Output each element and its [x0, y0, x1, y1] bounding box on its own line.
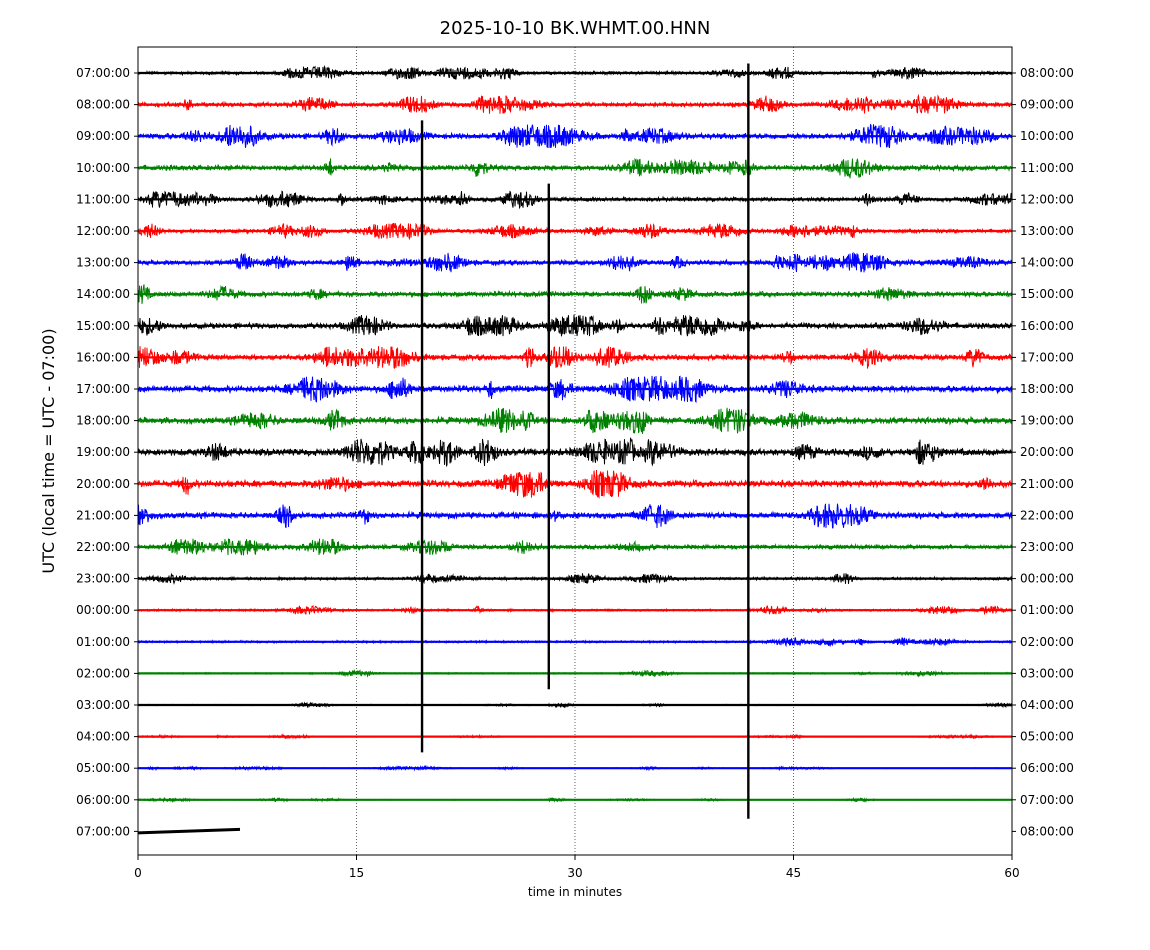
right-time-label: 02:00:00 — [1020, 635, 1074, 649]
right-time-label: 12:00:00 — [1020, 192, 1074, 206]
trace-row — [138, 827, 241, 835]
y-axis-label: UTC (local time = UTC - 07:00) — [39, 328, 58, 573]
right-time-label: 22:00:00 — [1020, 508, 1074, 522]
left-time-label: 16:00:00 — [76, 350, 130, 364]
x-axis-ticks: 0 15 30 45 60 — [134, 855, 1020, 880]
left-time-label: 12:00:00 — [76, 224, 130, 238]
left-time-label: 11:00:00 — [76, 192, 130, 206]
left-time-label: 03:00:00 — [76, 698, 130, 712]
right-time-label: 14:00:00 — [1020, 256, 1074, 270]
left-time-label: 15:00:00 — [76, 319, 130, 333]
left-time-labels: 07:00:00 08:00:00 09:00:00 10:00:00 11:00:00… — [76, 66, 138, 838]
right-time-labels: 08:00:00 09:00:00 10:00:00 11:00:00 12:00:00… — [1012, 66, 1074, 838]
chart-title: 2025-10-10 BK.WHMT.00.HNN — [440, 18, 711, 39]
left-time-label: 14:00:00 — [76, 287, 130, 301]
left-time-label: 10:00:00 — [76, 161, 130, 175]
trace-row — [138, 503, 1012, 529]
right-time-label: 06:00:00 — [1020, 761, 1074, 775]
right-time-label: 08:00:00 — [1020, 66, 1074, 80]
left-time-label: 18:00:00 — [76, 414, 130, 428]
left-time-label: 01:00:00 — [76, 635, 130, 649]
right-time-label: 07:00:00 — [1020, 793, 1074, 807]
x-tick-label: 15 — [349, 866, 364, 880]
event-spikes — [420, 63, 750, 819]
right-time-label: 20:00:00 — [1020, 445, 1074, 459]
x-tick-label: 45 — [786, 866, 801, 880]
left-time-label: 23:00:00 — [76, 572, 130, 586]
right-time-label: 01:00:00 — [1020, 603, 1074, 617]
left-time-label: 07:00:00 — [76, 66, 130, 80]
seismic-traces — [138, 64, 1012, 835]
left-time-label: 06:00:00 — [76, 793, 130, 807]
right-time-label: 09:00:00 — [1020, 98, 1074, 112]
left-time-label: 17:00:00 — [76, 382, 130, 396]
right-time-label: 05:00:00 — [1020, 730, 1074, 744]
trace-row — [138, 538, 1012, 556]
right-time-label: 15:00:00 — [1020, 287, 1074, 301]
left-time-label: 09:00:00 — [76, 129, 130, 143]
x-tick-label: 0 — [134, 866, 142, 880]
right-time-label: 08:00:00 — [1020, 824, 1074, 838]
right-time-label: 21:00:00 — [1020, 477, 1074, 491]
left-time-label: 02:00:00 — [76, 666, 130, 680]
left-time-label: 22:00:00 — [76, 540, 130, 554]
left-time-label: 00:00:00 — [76, 603, 130, 617]
left-time-label: 19:00:00 — [76, 445, 130, 459]
right-time-label: 04:00:00 — [1020, 698, 1074, 712]
right-time-label: 13:00:00 — [1020, 224, 1074, 238]
right-time-label: 00:00:00 — [1020, 572, 1074, 586]
trace-row — [138, 123, 1012, 149]
right-time-label: 17:00:00 — [1020, 350, 1074, 364]
right-time-label: 10:00:00 — [1020, 129, 1074, 143]
right-time-label: 11:00:00 — [1020, 161, 1074, 175]
x-axis-label: time in minutes — [528, 885, 622, 899]
left-time-label: 08:00:00 — [76, 98, 130, 112]
right-time-label: 18:00:00 — [1020, 382, 1074, 396]
left-time-label: 21:00:00 — [76, 508, 130, 522]
left-time-label: 07:00:00 — [76, 824, 130, 838]
right-time-label: 19:00:00 — [1020, 414, 1074, 428]
left-time-label: 13:00:00 — [76, 256, 130, 270]
left-time-label: 04:00:00 — [76, 730, 130, 744]
left-time-label: 20:00:00 — [76, 477, 130, 491]
right-time-label: 23:00:00 — [1020, 540, 1074, 554]
left-time-label: 05:00:00 — [76, 761, 130, 775]
x-tick-label: 60 — [1004, 866, 1019, 880]
right-time-label: 16:00:00 — [1020, 319, 1074, 333]
x-tick-label: 30 — [567, 866, 582, 880]
right-time-label: 03:00:00 — [1020, 666, 1074, 680]
